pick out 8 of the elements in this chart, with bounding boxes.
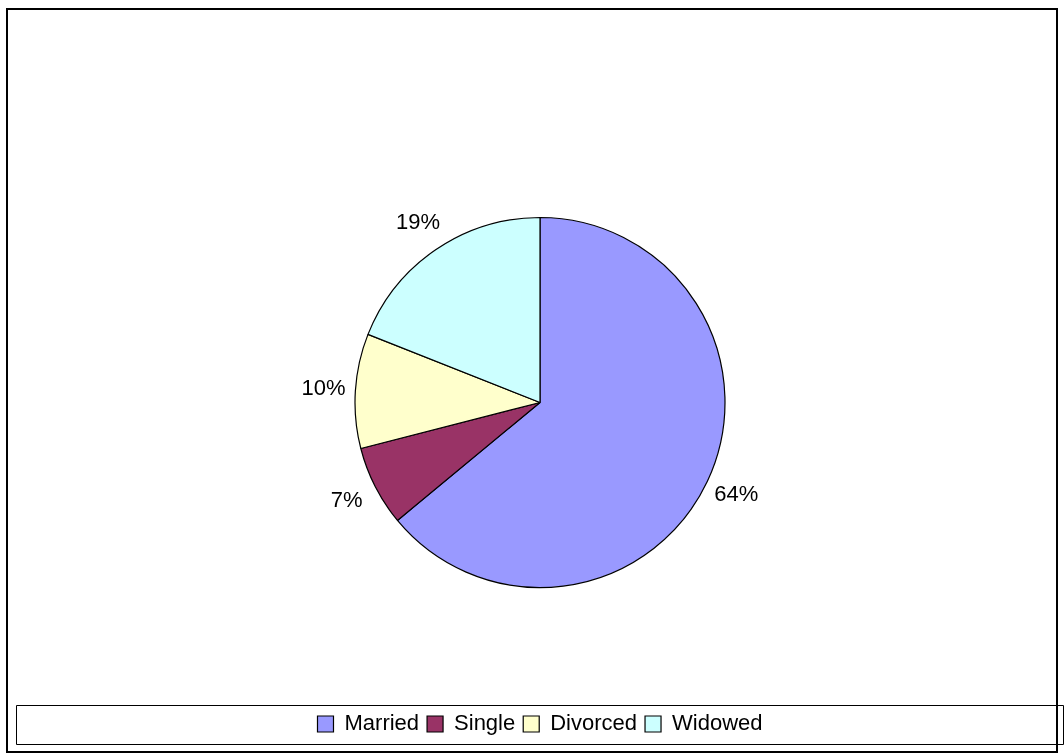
data-label: 19% <box>396 209 441 235</box>
legend-label: Married <box>344 710 420 736</box>
data-label: 7% <box>330 487 363 513</box>
legend-label: Divorced <box>550 710 638 736</box>
legend-label: Widowed <box>672 710 763 736</box>
data-label: 10% <box>301 374 346 400</box>
data-label: 64% <box>714 480 759 506</box>
legend-label: Single <box>454 710 516 736</box>
